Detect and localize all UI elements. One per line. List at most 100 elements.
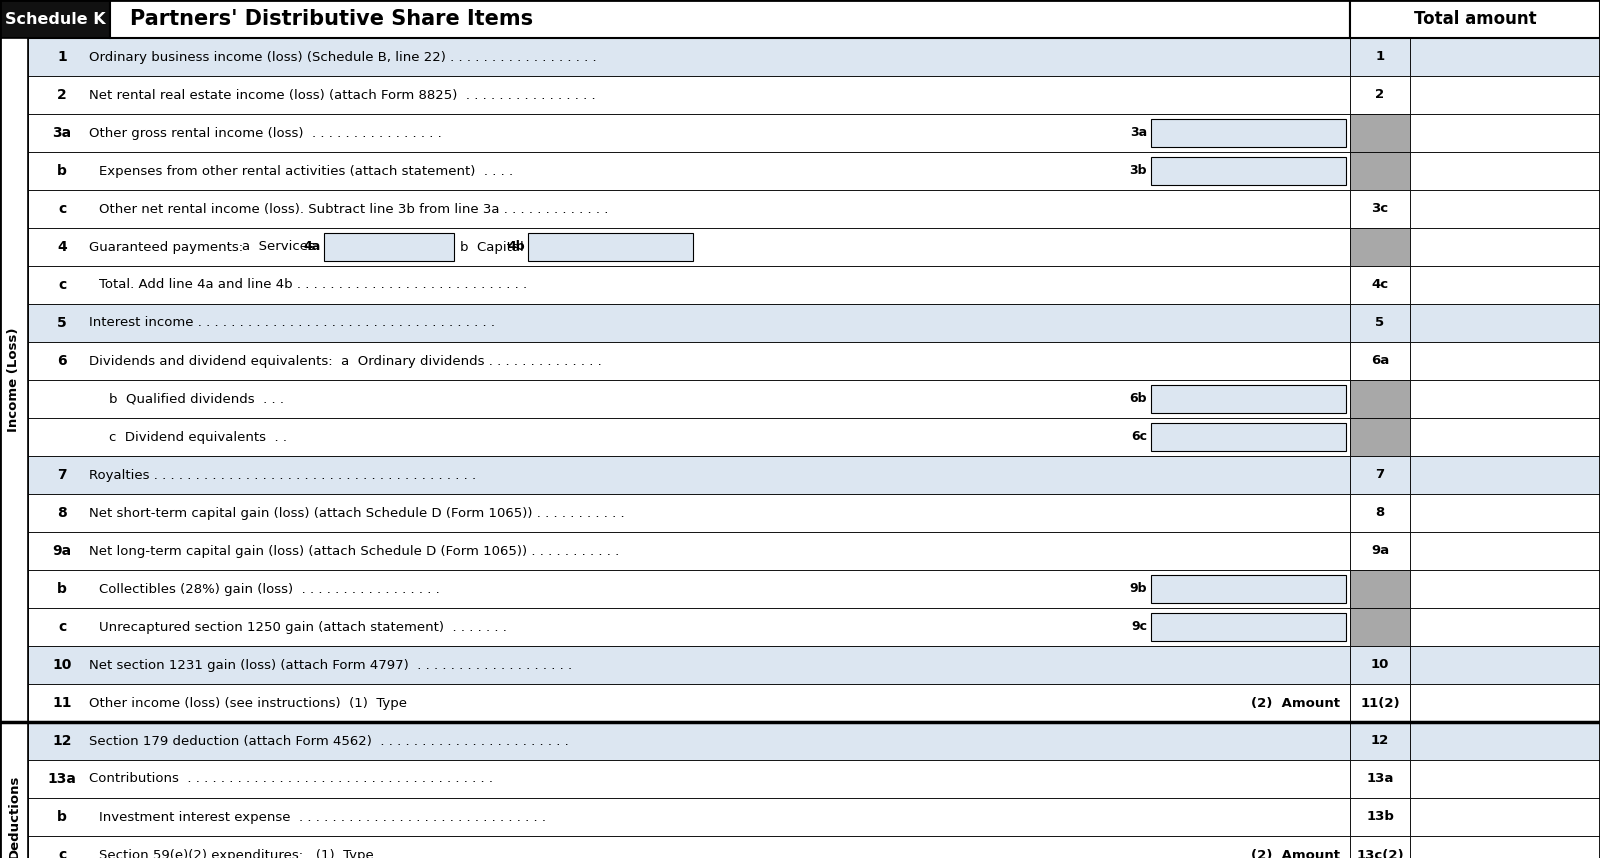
Bar [29, 646, 1350, 684]
Text: 11: 11 [53, 696, 72, 710]
Bar [1350, 646, 1410, 684]
Bar [1150, 423, 1346, 451]
Bar [29, 494, 1350, 532]
Text: Guaranteed payments:: Guaranteed payments: [90, 240, 248, 253]
Text: b  Qualified dividends  . . .: b Qualified dividends . . . [109, 392, 285, 406]
Text: 13a: 13a [48, 772, 77, 786]
Bar [1410, 760, 1600, 798]
Bar [1410, 836, 1600, 858]
Bar [29, 380, 1350, 418]
Text: 13c(2): 13c(2) [1357, 849, 1403, 858]
Text: Dividends and dividend equivalents:  a  Ordinary dividends . . . . . . . . . . .: Dividends and dividend equivalents: a Or… [90, 354, 602, 367]
Bar [0, 0, 110, 38]
Bar [1350, 532, 1410, 570]
Bar [1350, 0, 1600, 38]
Bar [1410, 570, 1600, 608]
Bar [1410, 342, 1600, 380]
Bar [1350, 342, 1410, 380]
Text: 5: 5 [58, 316, 67, 330]
Text: Net long-term capital gain (loss) (attach Schedule D (Form 1065)) . . . . . . . : Net long-term capital gain (loss) (attac… [90, 545, 619, 558]
Bar [1410, 380, 1600, 418]
Text: 11(2): 11(2) [1360, 697, 1400, 710]
Bar [29, 190, 1350, 228]
Bar [1410, 494, 1600, 532]
Text: 8: 8 [58, 506, 67, 520]
Text: Total amount: Total amount [1414, 10, 1536, 28]
Bar [29, 532, 1350, 570]
Text: Net short-term capital gain (loss) (attach Schedule D (Form 1065)) . . . . . . .: Net short-term capital gain (loss) (atta… [90, 506, 624, 519]
Bar [1410, 76, 1600, 114]
Bar [1410, 646, 1600, 684]
Bar [0, 722, 29, 858]
Text: 4b: 4b [507, 240, 525, 253]
Bar [1350, 228, 1410, 266]
Text: Expenses from other rental activities (attach statement)  . . . .: Expenses from other rental activities (a… [99, 165, 514, 178]
Bar [1410, 532, 1600, 570]
Bar [29, 760, 1350, 798]
Bar [1410, 304, 1600, 342]
Bar [29, 570, 1350, 608]
Text: 9a: 9a [1371, 545, 1389, 558]
Bar [29, 304, 1350, 342]
Bar [1350, 836, 1410, 858]
Bar [1410, 38, 1600, 76]
Bar [1410, 228, 1600, 266]
Text: 6: 6 [58, 354, 67, 368]
Bar [29, 684, 1350, 722]
Bar [1350, 152, 1410, 190]
Bar [29, 76, 1350, 114]
Bar [1350, 190, 1410, 228]
Text: 9c: 9c [1131, 620, 1147, 633]
Bar [1410, 798, 1600, 836]
Bar [29, 608, 1350, 646]
Text: Interest income . . . . . . . . . . . . . . . . . . . . . . . . . . . . . . . . : Interest income . . . . . . . . . . . . … [90, 317, 494, 329]
Text: c: c [58, 620, 66, 634]
Text: b: b [58, 582, 67, 596]
Text: Net rental real estate income (loss) (attach Form 8825)  . . . . . . . . . . . .: Net rental real estate income (loss) (at… [90, 88, 595, 101]
Text: 7: 7 [58, 468, 67, 482]
Text: 10: 10 [1371, 658, 1389, 672]
Text: 6c: 6c [1131, 431, 1147, 444]
Text: Other gross rental income (loss)  . . . . . . . . . . . . . . . .: Other gross rental income (loss) . . . .… [90, 126, 442, 140]
Bar [1410, 152, 1600, 190]
Text: 3c: 3c [1371, 202, 1389, 215]
Text: 12: 12 [53, 734, 72, 748]
Text: Unrecaptured section 1250 gain (attach statement)  . . . . . . .: Unrecaptured section 1250 gain (attach s… [99, 620, 507, 633]
Text: c  Dividend equivalents  . .: c Dividend equivalents . . [109, 431, 286, 444]
Text: 3b: 3b [1130, 165, 1147, 178]
Bar [29, 342, 1350, 380]
Bar [1350, 722, 1410, 760]
Text: a  Services: a Services [242, 240, 315, 253]
Text: Contributions  . . . . . . . . . . . . . . . . . . . . . . . . . . . . . . . . .: Contributions . . . . . . . . . . . . . … [90, 772, 493, 786]
Bar [1150, 119, 1346, 147]
Text: 4c: 4c [1371, 279, 1389, 292]
Text: b  Capital: b Capital [461, 240, 523, 253]
Bar [1410, 266, 1600, 304]
Bar [1350, 38, 1410, 76]
Bar [1410, 684, 1600, 722]
Text: 9a: 9a [53, 544, 72, 558]
Bar [29, 114, 1350, 152]
Text: (2)  Amount: (2) Amount [1251, 697, 1341, 710]
Text: (2)  Amount: (2) Amount [1251, 849, 1341, 858]
Bar [1410, 456, 1600, 494]
Bar [29, 228, 1350, 266]
Bar [29, 418, 1350, 456]
Text: 9b: 9b [1130, 583, 1147, 595]
Text: 2: 2 [1376, 88, 1384, 101]
Bar [0, 38, 29, 722]
Bar [1410, 722, 1600, 760]
Text: 13b: 13b [1366, 811, 1394, 824]
Bar [1350, 570, 1410, 608]
Text: Deductions: Deductions [8, 775, 21, 858]
Bar [1350, 798, 1410, 836]
Text: 6a: 6a [1371, 354, 1389, 367]
Text: Section 179 deduction (attach Form 4562)  . . . . . . . . . . . . . . . . . . . : Section 179 deduction (attach Form 4562)… [90, 734, 568, 747]
Text: 12: 12 [1371, 734, 1389, 747]
Text: c: c [58, 848, 66, 858]
Text: 3a: 3a [1130, 126, 1147, 140]
Text: Collectibles (28%) gain (loss)  . . . . . . . . . . . . . . . . .: Collectibles (28%) gain (loss) . . . . .… [99, 583, 440, 595]
Bar [1410, 114, 1600, 152]
Bar [29, 38, 1350, 76]
Bar [1350, 684, 1410, 722]
